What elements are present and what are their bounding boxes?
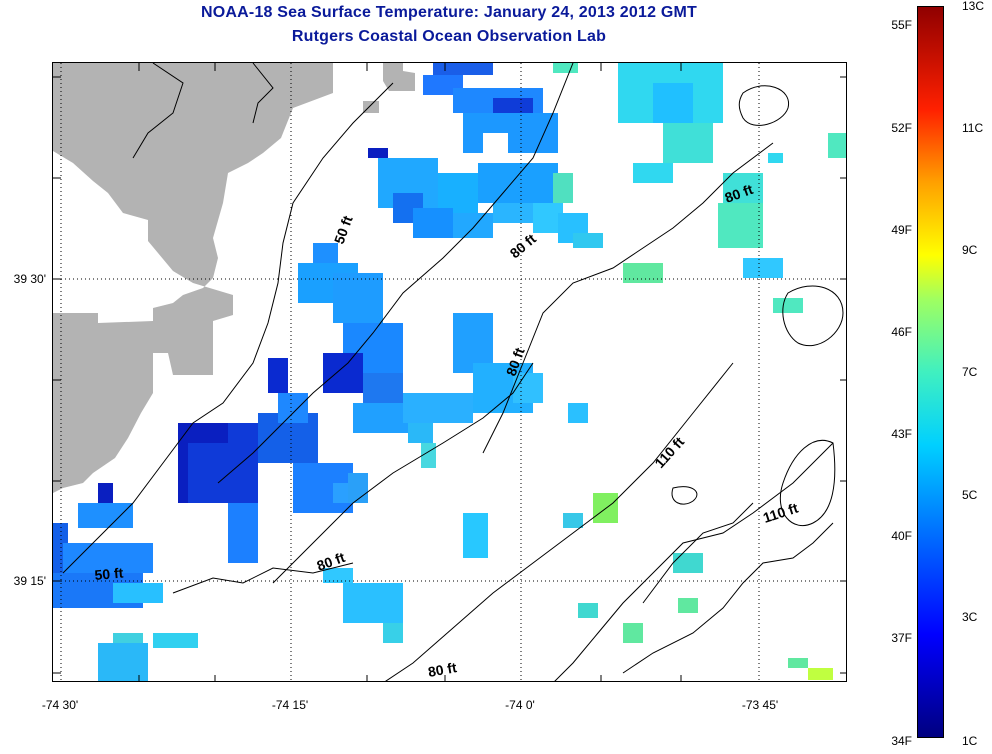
lat-label: 39 15' — [13, 574, 46, 588]
chart-title: NOAA-18 Sea Surface Temperature: January… — [201, 4, 697, 21]
contour-label: 110 ft — [651, 433, 687, 471]
colorbar-c-label: 5C — [962, 488, 978, 502]
colorbar-c-label: 13C — [962, 0, 985, 13]
colorbar-c-label: 11C — [962, 121, 984, 135]
chart-subtitle: Rutgers Coastal Ocean Observation Lab — [291, 28, 607, 45]
colorbar-c-label: 7C — [962, 365, 978, 379]
graticule — [53, 63, 846, 681]
colorbar-f-label: 34F — [891, 734, 912, 748]
colorbar-f-label: 52F — [891, 121, 912, 135]
colorbar-c-label: 1C — [962, 734, 978, 748]
lon-label: -74 15' — [271, 698, 309, 712]
contour-label: 80 ft — [427, 659, 458, 680]
contour-label: 50 ft — [94, 565, 124, 583]
colorbar-f-label: 37F — [891, 631, 912, 645]
colorbar-f-label: 49F — [891, 223, 912, 237]
sst-map[interactable]: 50 ft 80 ft 80 ft 80 ft 80 ft 110 ft 110… — [52, 62, 847, 682]
map-canvas: 50 ft 80 ft 80 ft 80 ft 80 ft 110 ft 110… — [53, 63, 846, 681]
contour-label: 80 ft — [507, 230, 540, 261]
lon-label: -73 45' — [741, 698, 779, 712]
land-mass — [53, 63, 415, 493]
contour-label: 50 ft — [331, 213, 356, 246]
temperature-colorbar — [917, 6, 944, 738]
colorbar-c-label: 9C — [962, 243, 978, 257]
lon-label: -74 30' — [41, 698, 79, 712]
colorbar-f-label: 40F — [891, 529, 912, 543]
bathymetry-contours — [62, 63, 844, 681]
colorbar-f-label: 43F — [891, 427, 912, 441]
colorbar-f-label: 55F — [891, 18, 912, 32]
colorbar-c-label: 3C — [962, 610, 978, 624]
axis-ticks — [53, 63, 846, 681]
sst-pixels — [53, 63, 846, 681]
lat-label: 39 30' — [13, 272, 46, 286]
contour-label: 110 ft — [761, 499, 800, 525]
lon-label: -74 0' — [505, 698, 535, 712]
colorbar-f-label: 46F — [891, 325, 912, 339]
